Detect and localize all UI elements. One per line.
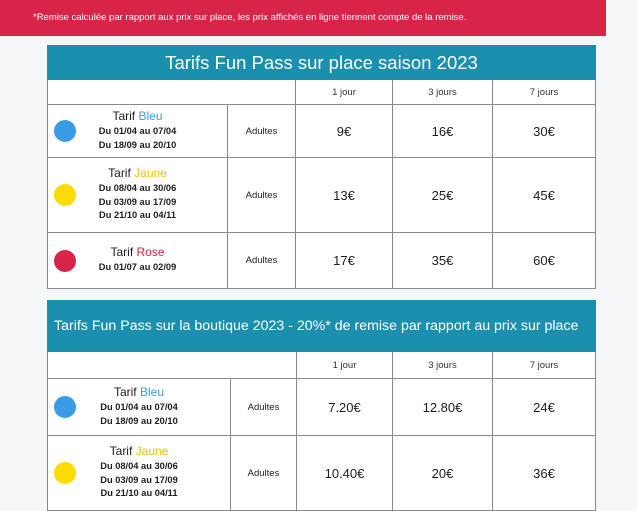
- shop-header-row: 1 jour 3 jours 7 jours: [47, 351, 596, 379]
- tarif-name: Tarif Bleu: [113, 385, 165, 399]
- tarif-name: Tarif Jaune: [109, 444, 169, 459]
- header-blank: [47, 79, 296, 105]
- onsite-table-title: Tarifs Fun Pass sur place saison 2023: [46, 45, 597, 80]
- table-row: Tarif Jaune Du 08/04 au 30/06 Du 03/09 au…: [47, 435, 596, 511]
- price-1-day: 17€: [295, 232, 393, 289]
- tarif-cell: Tarif Jaune Du 08/04 au 30/06 Du 03/09 au…: [47, 435, 231, 511]
- tarif-dates: Du 01/04 au 07/04 Du 18/09 au 20/10: [100, 402, 178, 426]
- table-row: Tarif Jaune Du 08/04 au 30/06 Du 03/09 au…: [47, 157, 597, 233]
- discount-notice: *Remise calculée par rapport aux prix su…: [0, 0, 606, 36]
- tarif-name: Tarif Rose: [110, 245, 165, 260]
- category-cell: Adultes: [230, 435, 297, 511]
- table-row: Tarif Bleu Du 01/04 au 07/04 Du 18/09 au …: [47, 104, 597, 158]
- tarif-cell: Tarif Bleu Du 01/04 au 07/04 Du 18/09 au …: [47, 104, 228, 158]
- price-7-days: 36€: [492, 435, 596, 511]
- pink-dot-icon: [54, 249, 76, 272]
- price-3-days: 20€: [392, 435, 493, 511]
- category-cell: Adultes: [227, 232, 296, 289]
- header-1-day: 1 jour: [295, 79, 393, 105]
- price-1-day: 9€: [295, 104, 393, 158]
- blue-dot-icon: [54, 120, 76, 142]
- price-3-days: 25€: [392, 157, 493, 233]
- tarif-cell: Tarif Rose Du 01/07 au 02/09: [47, 232, 228, 289]
- onsite-price-table: Tarifs Fun Pass sur place saison 2023 1 …: [46, 45, 597, 289]
- tarif-cell: Tarif Bleu Du 01/04 au 07/04 Du 18/09 au …: [47, 378, 231, 436]
- tarif-cell: Tarif Jaune Du 08/04 au 30/06 Du 03/09 au…: [47, 157, 228, 233]
- header-7-days: 7 jours: [492, 351, 596, 379]
- price-1-day: 13€: [295, 157, 393, 233]
- blue-dot-icon: [54, 396, 76, 418]
- price-3-days: 35€: [392, 232, 493, 289]
- yellow-dot-icon: [54, 184, 76, 206]
- table-row: Tarif Rose Du 01/07 au 02/09 Adultes 17€…: [47, 232, 597, 289]
- yellow-dot-icon: [54, 462, 76, 484]
- header-3-days: 3 jours: [392, 79, 493, 105]
- price-1-day: 7.20€: [296, 378, 393, 436]
- header-7-days: 7 jours: [491, 79, 597, 105]
- onsite-header-row: 1 jour 3 jours 7 jours: [47, 79, 597, 105]
- category-cell: Adultes: [227, 157, 296, 233]
- price-7-days: 45€: [491, 157, 597, 233]
- shop-price-table: Tarifs Fun Pass sur la boutique 2023 - 2…: [47, 300, 596, 511]
- price-7-days: 60€: [491, 232, 597, 289]
- table-row: Tarif Bleu Du 01/04 au 07/04 Du 18/09 au …: [47, 378, 596, 436]
- shop-table-title: Tarifs Fun Pass sur la boutique 2023 - 2…: [47, 300, 596, 352]
- price-3-days: 16€: [392, 104, 493, 158]
- tarif-dates: Du 08/04 au 30/06 Du 03/09 au 17/09 Du 21/…: [98, 183, 177, 221]
- tarif-name: Tarif Bleu: [112, 109, 163, 123]
- price-7-days: 24€: [492, 378, 596, 436]
- category-cell: Adultes: [230, 378, 297, 436]
- category-cell: Adultes: [227, 104, 296, 158]
- tarif-dates: Du 01/07 au 02/09: [98, 262, 177, 273]
- tarif-name: Tarif Jaune: [108, 166, 167, 181]
- header-1-day: 1 jour: [296, 351, 393, 379]
- price-3-days: 12.80€: [392, 378, 493, 436]
- header-blank: [47, 351, 297, 379]
- tarif-dates: Du 01/04 au 07/04 Du 18/09 au 20/10: [98, 126, 177, 150]
- price-1-day: 10.40€: [296, 435, 393, 511]
- price-7-days: 30€: [491, 104, 597, 158]
- tarif-dates: Du 08/04 au 30/06 Du 03/09 au 17/09 Du 21/…: [100, 461, 178, 499]
- header-3-days: 3 jours: [392, 351, 493, 379]
